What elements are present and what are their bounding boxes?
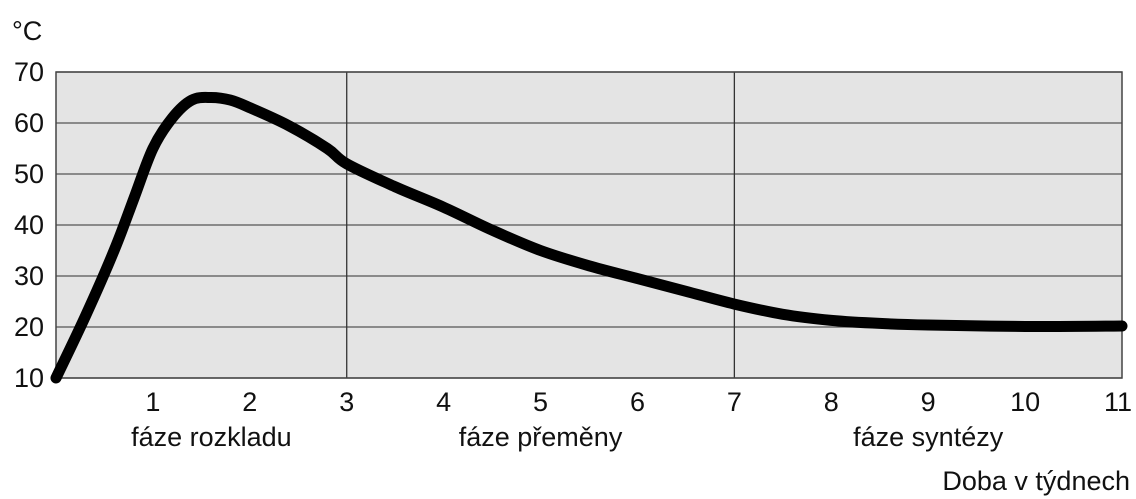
phase-label-1: fáze rozkladu	[131, 422, 292, 452]
y-tick-label-30: 30	[14, 261, 44, 291]
y-tick-label-70: 70	[14, 57, 44, 87]
y-tick-label-20: 20	[14, 312, 44, 342]
x-tick-label-11: 11	[1104, 387, 1132, 417]
phase-label-2: fáze přeměny	[459, 422, 623, 452]
y-axis-label: °C	[12, 16, 42, 46]
y-axis-ticks: 10 20 30 40 50 60 70	[14, 57, 44, 393]
x-axis-label: Doba v týdnech	[942, 466, 1130, 496]
temperature-series-line	[50, 91, 1128, 384]
x-tick-label-5: 5	[533, 387, 548, 417]
phase-divider-lines	[346, 72, 736, 378]
y-tick-label-60: 60	[14, 108, 44, 138]
plot-frame	[55, 71, 1123, 379]
x-tick-label-7: 7	[727, 387, 742, 417]
y-tick-label-10: 10	[14, 363, 44, 393]
x-tick-label-10: 10	[1010, 387, 1040, 417]
x-tick-label-6: 6	[630, 387, 645, 417]
phase-labels: fáze rozkladu fáze přeměny fáze syntézy	[131, 422, 1004, 452]
x-tick-label-2: 2	[242, 387, 257, 417]
x-tick-label-8: 8	[824, 387, 839, 417]
x-tick-label-4: 4	[436, 387, 451, 417]
x-tick-label-1: 1	[145, 387, 160, 417]
x-tick-label-3: 3	[339, 387, 354, 417]
y-tick-label-40: 40	[14, 210, 44, 240]
phase-label-3: fáze syntézy	[853, 422, 1004, 452]
x-axis-ticks: 1 2 3 4 5 6 7 8 9 10 11	[145, 387, 1132, 417]
x-tick-label-9: 9	[921, 387, 936, 417]
y-tick-label-50: 50	[14, 159, 44, 189]
